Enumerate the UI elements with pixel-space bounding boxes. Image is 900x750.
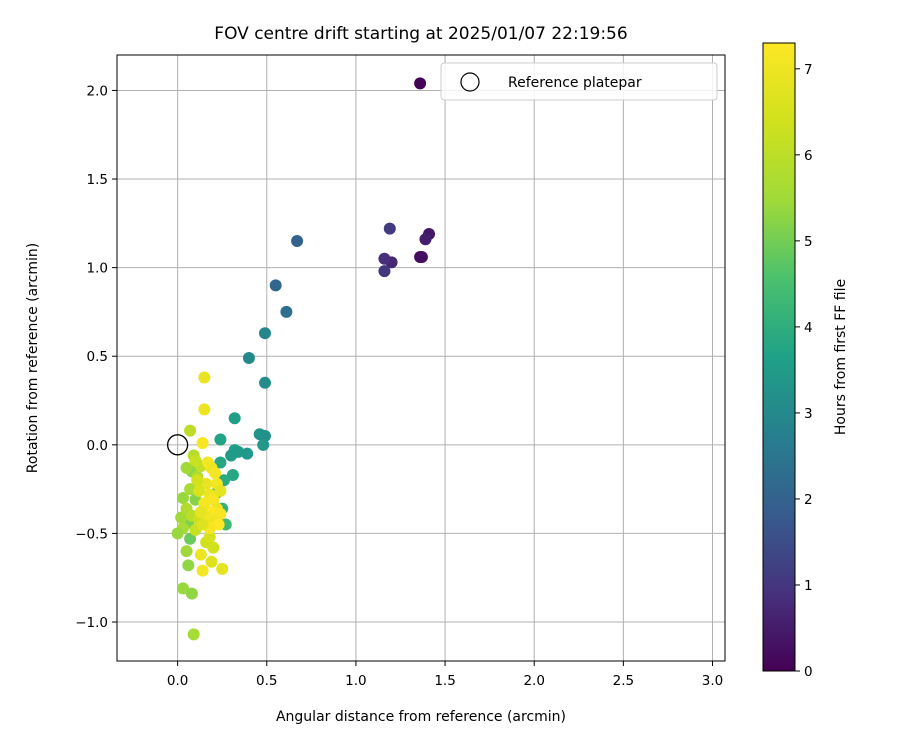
colorbar: 0 1 2 3 4 5 6 7 Hours from first FF file bbox=[762, 42, 849, 680]
data-point bbox=[378, 252, 391, 265]
colorbar-gradient bbox=[762, 42, 796, 672]
x-tick-label: 1.0 bbox=[345, 673, 366, 689]
colorbar-tick-label: 3 bbox=[804, 406, 813, 422]
data-point bbox=[280, 305, 293, 318]
chart-title: FOV centre drift starting at 2025/01/07 … bbox=[214, 24, 627, 44]
data-point bbox=[187, 628, 200, 641]
x-tick-label: 0.0 bbox=[167, 673, 188, 689]
x-tick-label: 3.0 bbox=[702, 673, 723, 689]
data-point bbox=[198, 371, 211, 384]
data-point bbox=[203, 530, 216, 543]
y-tick-label: 2.0 bbox=[87, 83, 108, 99]
data-point bbox=[185, 587, 198, 600]
legend-label-reference-platepar: Reference platepar bbox=[508, 75, 642, 91]
data-point bbox=[225, 449, 238, 462]
data-points bbox=[171, 77, 436, 641]
colorbar-tick-label: 4 bbox=[804, 320, 813, 336]
x-tick-label: 2.5 bbox=[613, 673, 634, 689]
x-tick-label: 1.5 bbox=[434, 673, 455, 689]
colorbar-ticks: 0 1 2 3 4 5 6 7 bbox=[795, 62, 813, 680]
data-point bbox=[291, 235, 304, 248]
data-point bbox=[196, 518, 209, 531]
data-point bbox=[209, 467, 222, 480]
data-point bbox=[198, 403, 211, 416]
data-point bbox=[175, 511, 188, 524]
data-point bbox=[184, 424, 197, 437]
data-point bbox=[226, 468, 239, 481]
x-axis-label: Angular distance from reference (arcmin) bbox=[276, 709, 566, 725]
y-axis: −1.0 −0.5 0.0 0.5 1.0 1.5 2.0 bbox=[75, 83, 117, 631]
y-tick-label: −0.5 bbox=[75, 526, 108, 542]
x-axis: 0.0 0.5 1.0 1.5 2.0 2.5 3.0 bbox=[167, 661, 723, 689]
data-point bbox=[214, 433, 227, 446]
data-point bbox=[207, 541, 220, 554]
data-point bbox=[194, 548, 207, 561]
data-point bbox=[194, 506, 207, 519]
data-point bbox=[214, 456, 227, 469]
data-point bbox=[171, 527, 184, 540]
colorbar-label: Hours from first FF file bbox=[833, 279, 849, 435]
grid bbox=[117, 55, 725, 661]
data-point bbox=[419, 233, 432, 246]
x-tick-label: 0.5 bbox=[256, 673, 277, 689]
data-point bbox=[196, 564, 209, 577]
data-point bbox=[180, 461, 193, 474]
y-axis-label: Rotation from reference (arcmin) bbox=[25, 243, 41, 473]
y-tick-label: 0.5 bbox=[87, 349, 108, 365]
data-point bbox=[241, 447, 254, 460]
colorbar-tick-label: 7 bbox=[804, 62, 813, 78]
colorbar-tick-label: 2 bbox=[804, 492, 813, 508]
reference-marker-layer bbox=[166, 434, 189, 456]
legend-box bbox=[440, 62, 718, 101]
legend: Reference platepar bbox=[440, 62, 718, 101]
data-point bbox=[378, 265, 391, 278]
data-point bbox=[196, 437, 209, 450]
data-point bbox=[415, 251, 428, 263]
data-point bbox=[216, 562, 229, 575]
y-tick-label: 1.0 bbox=[87, 261, 108, 277]
data-point bbox=[184, 532, 197, 545]
legend-reference-marker bbox=[460, 72, 480, 92]
data-point bbox=[242, 352, 255, 364]
data-point bbox=[258, 376, 271, 389]
data-point bbox=[383, 222, 396, 235]
data-point bbox=[214, 484, 227, 497]
data-point bbox=[176, 582, 189, 595]
data-point bbox=[193, 484, 206, 497]
data-point bbox=[228, 412, 241, 425]
data-point bbox=[257, 438, 270, 451]
data-point bbox=[414, 77, 427, 90]
colorbar-tick-label: 6 bbox=[804, 148, 813, 164]
colorbar-tick-label: 1 bbox=[804, 578, 813, 594]
data-point bbox=[191, 474, 204, 487]
data-point bbox=[182, 559, 195, 572]
data-point bbox=[176, 491, 189, 504]
data-point bbox=[189, 454, 202, 467]
data-point bbox=[269, 279, 282, 292]
plot-frame bbox=[116, 54, 726, 662]
x-tick-label: 2.0 bbox=[523, 673, 544, 689]
data-point bbox=[258, 327, 271, 340]
y-tick-label: 1.5 bbox=[87, 172, 108, 188]
colorbar-tick-label: 5 bbox=[804, 234, 813, 250]
y-tick-label: 0.0 bbox=[87, 438, 108, 454]
data-point bbox=[180, 545, 193, 558]
data-point bbox=[205, 555, 218, 568]
colorbar-tick-label: 0 bbox=[804, 664, 813, 680]
y-tick-label: −1.0 bbox=[75, 615, 108, 631]
reference-platepar-marker bbox=[166, 434, 189, 456]
data-point bbox=[184, 483, 197, 496]
